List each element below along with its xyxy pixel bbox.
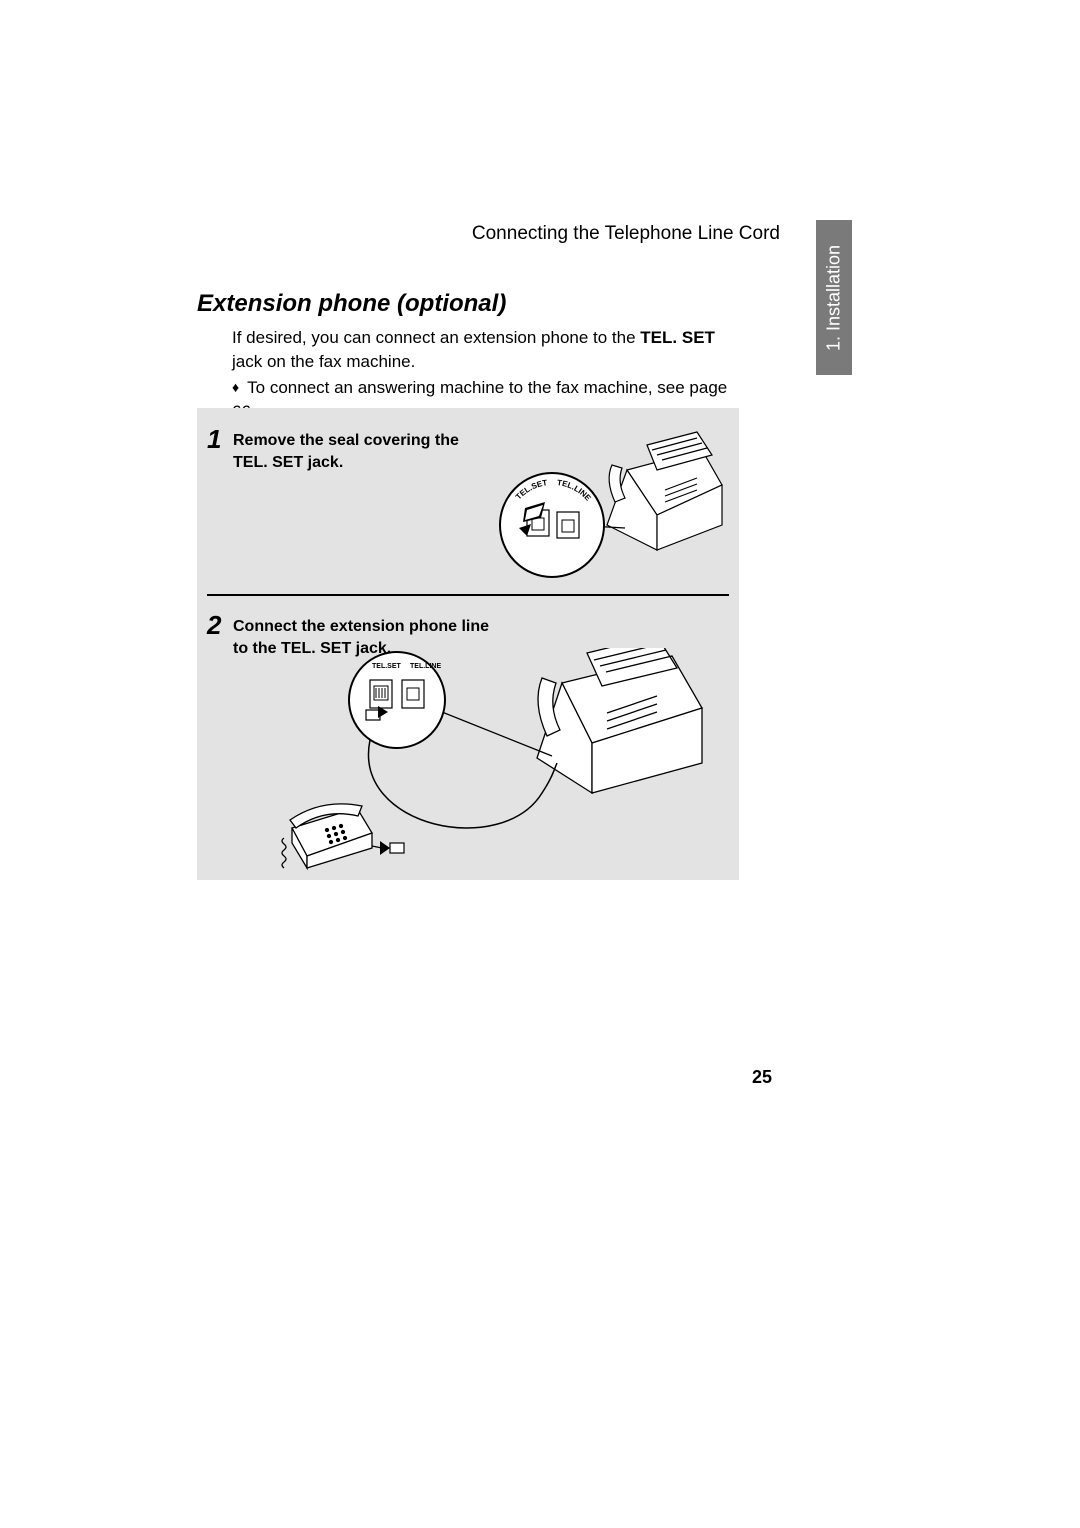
intro-text-1: If desired, you can connect an extension… (232, 328, 640, 347)
step-2-number: 2 (207, 610, 221, 641)
rule-mid (207, 594, 729, 596)
page-number: 25 (752, 1067, 772, 1088)
chapter-tab: 1. Installation (816, 220, 852, 375)
bullet-icon: ♦ (232, 378, 239, 398)
section-title: Extension phone (optional) (197, 290, 506, 318)
step-1-text: Remove the seal covering the TEL. SET ja… (233, 430, 493, 473)
running-head: Connecting the Telephone Line Cord (472, 223, 780, 245)
step-1-figure: TEL.SET TEL.LINE (497, 430, 727, 600)
intro-bold: TEL. SET (640, 328, 715, 347)
intro-text-2: jack on the fax machine. (232, 352, 415, 371)
step-1-number: 1 (207, 424, 221, 455)
label-tel-set-2: TEL.SET (372, 663, 402, 670)
label-tel-line-2: TEL.LINE (410, 663, 441, 670)
manual-page: Connecting the Telephone Line Cord 1. In… (0, 0, 1080, 1528)
intro-paragraph: If desired, you can connect an extension… (232, 326, 737, 374)
step-2-figure: TEL.SET TEL.LINE (242, 648, 722, 878)
steps-panel: 1 Remove the seal covering the TEL. SET … (197, 408, 739, 880)
